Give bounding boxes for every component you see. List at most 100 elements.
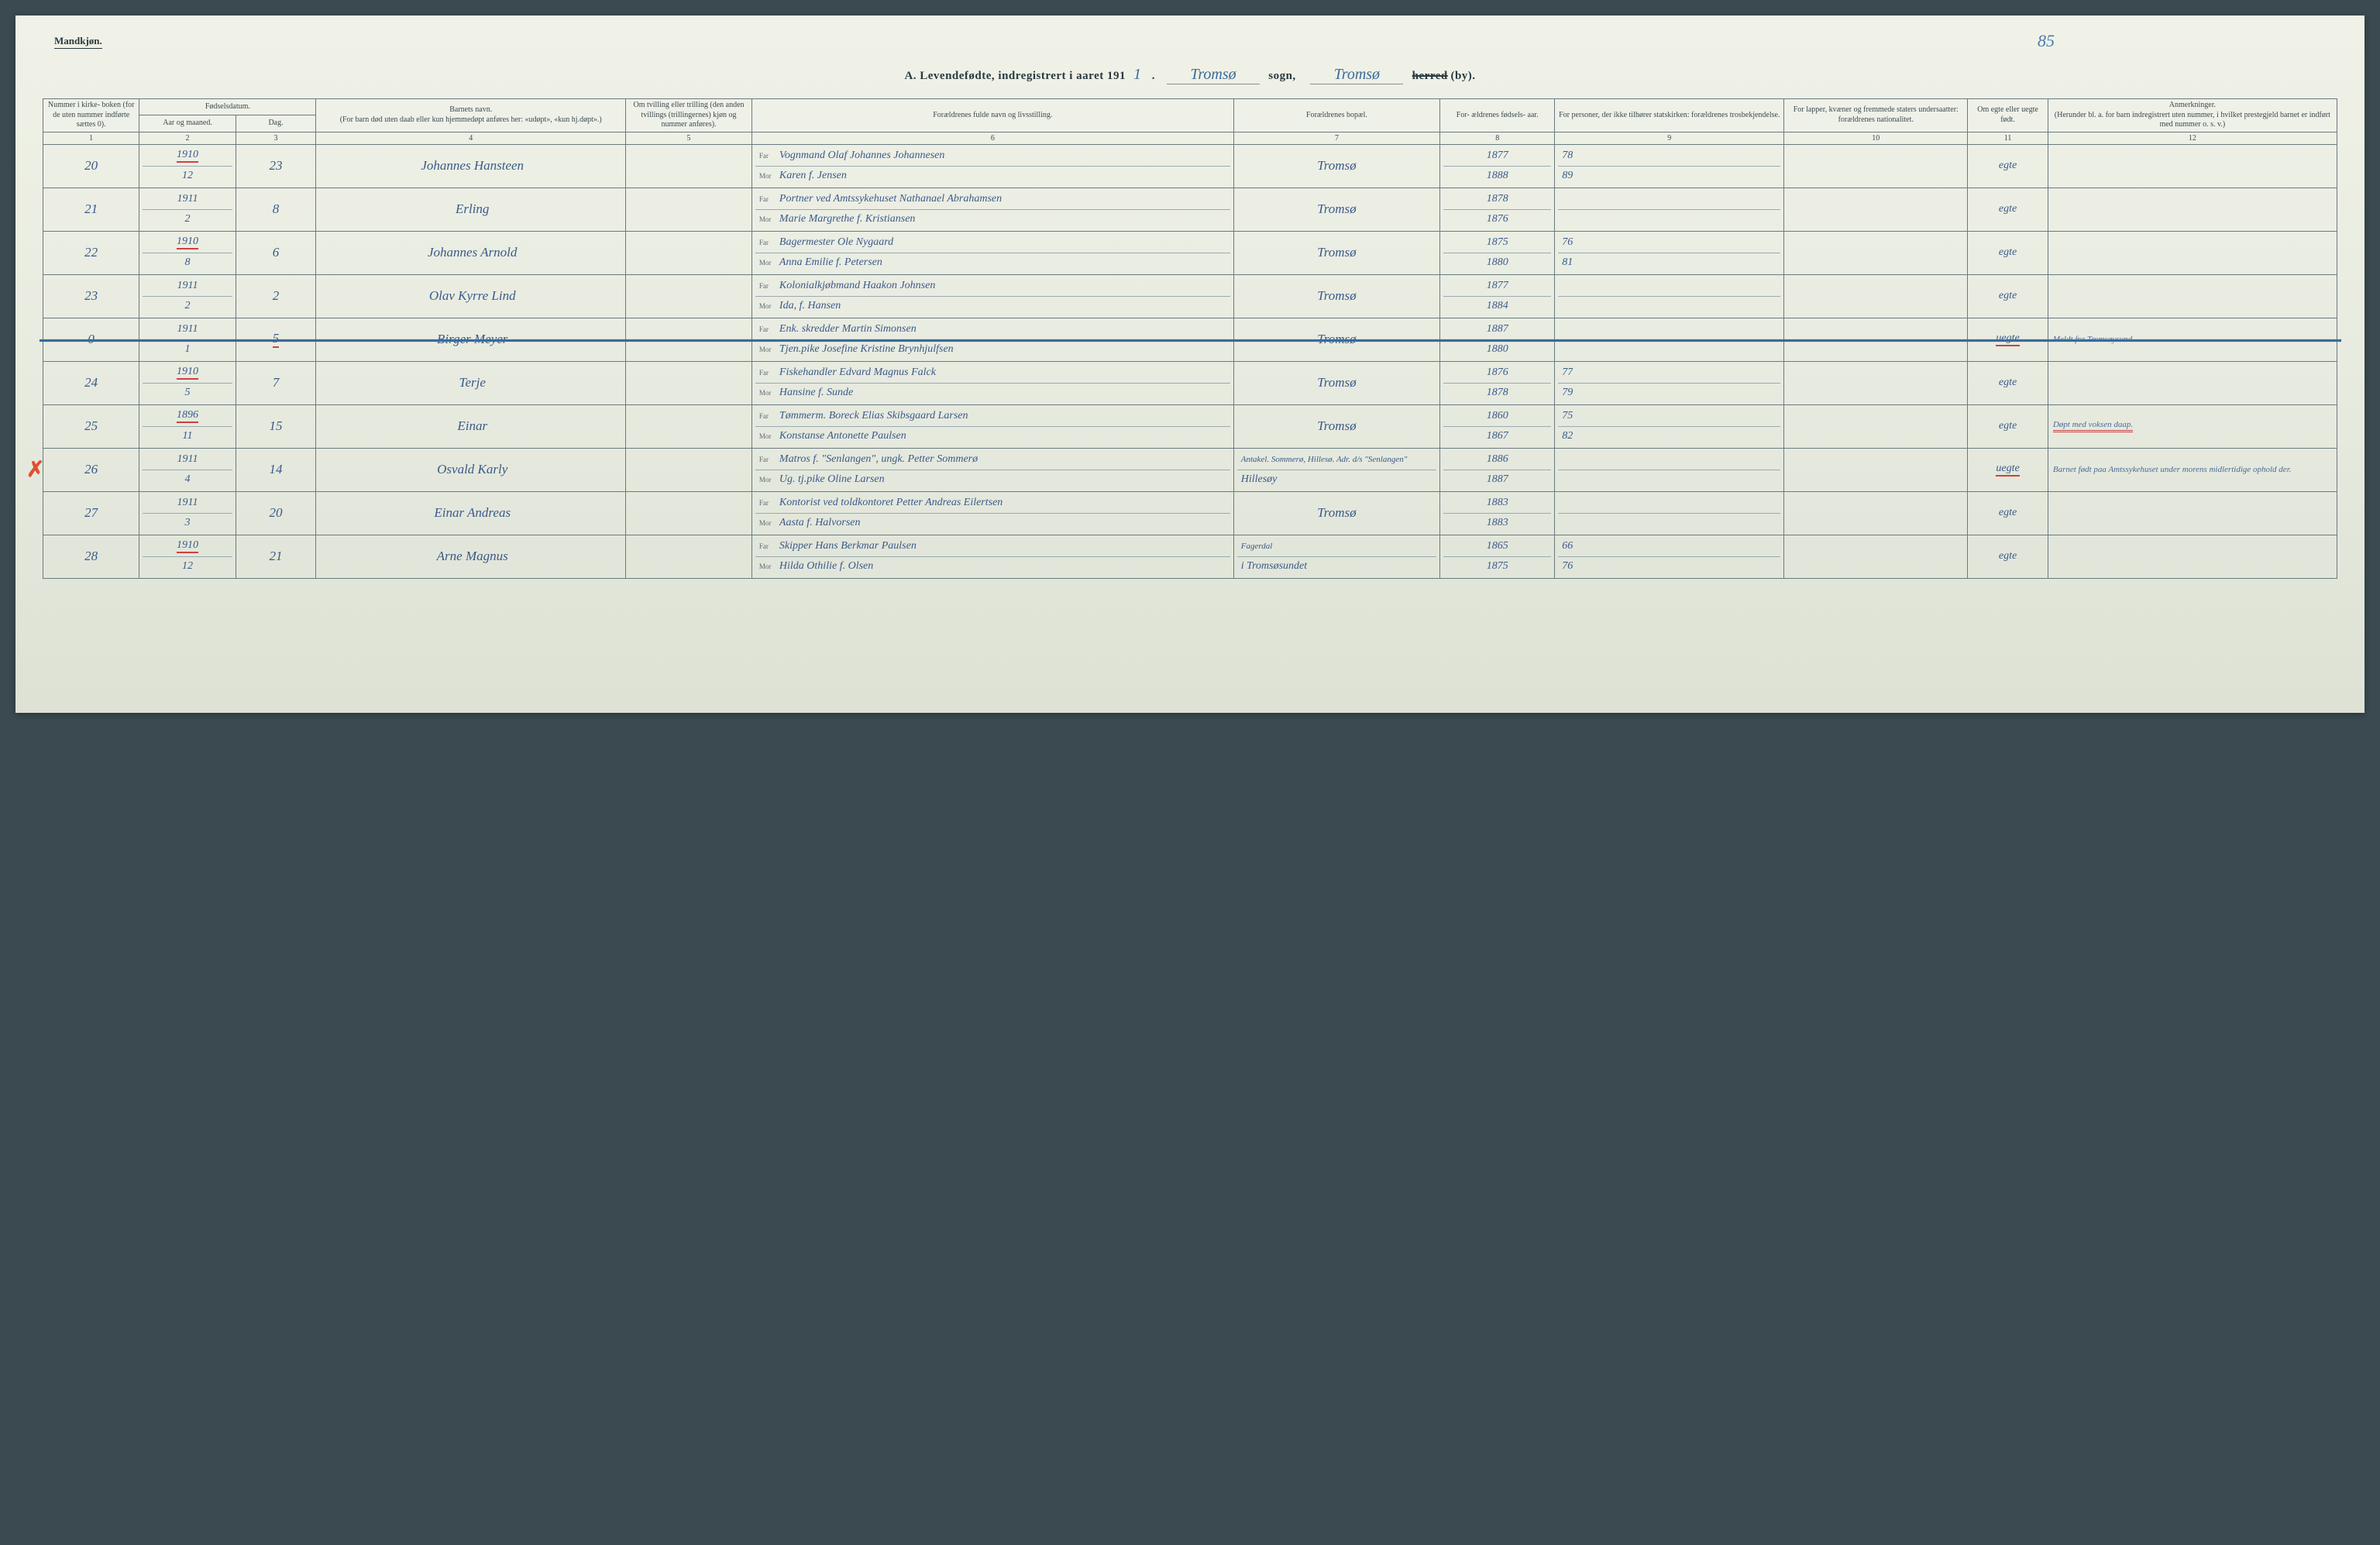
residence-value: Tromsø	[1317, 158, 1356, 173]
mother-name: Hansine f. Sunde	[779, 387, 853, 399]
mor-prefix: Mor	[759, 172, 775, 180]
entry-number: 21	[43, 188, 139, 231]
parents: FarBagermester Ole NygaardMorAnna Emilie…	[751, 231, 1233, 274]
birth-month: 3	[185, 517, 191, 529]
father-name: Vognmand Olaf Johannes Johannesen	[779, 150, 944, 162]
mor-prefix: Mor	[759, 432, 775, 440]
entry-number-value: 21	[84, 201, 98, 216]
header-herred-hand: Tromsø	[1310, 66, 1403, 84]
residence-far: Antakel. Sommerø, Hillesø. Adr. d/s "Sen…	[1241, 455, 1408, 464]
father-name: Enk. skredder Martin Simonsen	[779, 323, 917, 335]
mother-birth-year: 1878	[1487, 387, 1508, 399]
confession-cell	[1555, 491, 1784, 535]
residence-value: Tromsø	[1317, 332, 1356, 346]
twin-cell	[626, 274, 752, 318]
far-prefix: Far	[759, 542, 775, 550]
legitimacy-value: egte	[1999, 203, 2017, 215]
birth-year: 1911	[177, 497, 198, 509]
mor-prefix: Mor	[759, 563, 775, 570]
birth-year-month: 1911 3	[139, 491, 236, 535]
parent-birth-years: 18771888	[1440, 144, 1555, 188]
residence: Tromsø	[1233, 491, 1439, 535]
father-name: Portner ved Amtssykehuset Nathanael Abra…	[779, 193, 1002, 205]
parents: FarTømmerm. Boreck Elias Skibsgaard Lars…	[751, 404, 1233, 448]
child-name: Terje	[316, 361, 626, 404]
parent-birth-years: 18601867	[1440, 404, 1555, 448]
residence: Tromsø	[1233, 188, 1439, 231]
legitimacy: egte	[1968, 404, 2048, 448]
route-far: 76	[1562, 236, 1573, 249]
route-mor: 81	[1562, 256, 1573, 269]
entry-number: 22	[43, 231, 139, 274]
birth-day-value: 23	[270, 158, 283, 173]
child-name: Arne Magnus	[316, 535, 626, 578]
birth-month: 12	[182, 560, 193, 573]
nationality-cell	[1784, 231, 1968, 274]
entry-number: 25	[43, 404, 139, 448]
red-x-mark: ✗	[26, 456, 44, 483]
mother-name: Aasta f. Halvorsen	[779, 517, 861, 529]
twin-cell	[626, 404, 752, 448]
residence-value: Tromsø	[1317, 201, 1356, 216]
header-period: .	[1152, 70, 1155, 82]
birth-day: 21	[236, 535, 316, 578]
mother-name: Marie Margrethe f. Kristiansen	[779, 213, 916, 225]
father-birth-year: 1860	[1487, 410, 1508, 422]
father-birth-year: 1875	[1487, 236, 1508, 249]
residence: Fagerdali Tromsøsundet	[1233, 535, 1439, 578]
residence: Tromsø	[1233, 318, 1439, 361]
table-header: Nummer i kirke- boken (for de uten numme…	[43, 99, 2337, 145]
col-header-12: Anmerkninger. (Herunder bl. a. for barn …	[2048, 99, 2337, 132]
father-name: Skipper Hans Berkmar Paulsen	[779, 540, 917, 552]
child-name-value: Johannes Hansteen	[421, 158, 524, 173]
child-name: Birger Meyer	[316, 318, 626, 361]
parent-birth-years: 18761878	[1440, 361, 1555, 404]
remarks-text: Barnet født paa Amtssykehuset under more…	[2053, 465, 2292, 474]
father-name: Kolonialkjøbmand Haakon Johnsen	[779, 280, 935, 292]
child-name-value: Arne Magnus	[437, 549, 508, 563]
legitimacy: uegte	[1968, 448, 2048, 491]
father-birth-year: 1883	[1487, 497, 1508, 509]
far-prefix: Far	[759, 325, 775, 333]
residence: Tromsø	[1233, 274, 1439, 318]
mor-prefix: Mor	[759, 215, 775, 223]
mother-name: Konstanse Antonette Paulsen	[779, 430, 906, 442]
confession-cell	[1555, 318, 1784, 361]
header-sogn-hand: Tromsø	[1167, 66, 1260, 84]
col-header-11: Om egte eller uegte født.	[1968, 99, 2048, 132]
entry-number-value: 28	[84, 549, 98, 563]
residence-value: Tromsø	[1317, 418, 1356, 433]
birth-month: 2	[185, 300, 191, 312]
twin-cell	[626, 491, 752, 535]
far-prefix: Far	[759, 499, 775, 507]
child-name: Erling	[316, 188, 626, 231]
nationality-cell	[1784, 144, 1968, 188]
child-name: Olav Kyrre Lind	[316, 274, 626, 318]
father-birth-year: 1887	[1487, 323, 1508, 335]
twin-cell	[626, 361, 752, 404]
child-name-value: Einar Andreas	[434, 505, 511, 520]
mother-name: Ug. tj.pike Oline Larsen	[779, 473, 885, 486]
confession-cell: 7779	[1555, 361, 1784, 404]
mor-prefix: Mor	[759, 346, 775, 353]
parents: FarFiskehandler Edvard Magnus FalckMorHa…	[751, 361, 1233, 404]
parent-birth-years: 18831883	[1440, 491, 1555, 535]
parents: FarEnk. skredder Martin SimonsenMorTjen.…	[751, 318, 1233, 361]
remarks: Meldt fra Tromsøysund.	[2048, 318, 2337, 361]
legitimacy-value: egte	[1999, 377, 2017, 388]
nationality-cell	[1784, 188, 1968, 231]
colnum: 11	[1968, 132, 2048, 144]
father-birth-year: 1878	[1487, 193, 1508, 205]
child-name-value: Erling	[456, 201, 489, 216]
colnum: 9	[1555, 132, 1784, 144]
mother-name: Ida, f. Hansen	[779, 300, 841, 312]
mother-name: Hilda Othilie f. Olsen	[779, 560, 873, 573]
birth-year-month: 191012	[139, 535, 236, 578]
remarks: Barnet født paa Amtssykehuset under more…	[2048, 448, 2337, 491]
child-name-value: Olav Kyrre Lind	[429, 288, 516, 303]
table-row: 0191115Birger MeyerFarEnk. skredder Mart…	[43, 318, 2337, 361]
birth-year: 1896	[177, 409, 198, 423]
residence-far: Fagerdal	[1241, 542, 1273, 551]
birth-day: 5	[236, 318, 316, 361]
table-row: 2518961115EinarFarTømmerm. Boreck Elias …	[43, 404, 2337, 448]
